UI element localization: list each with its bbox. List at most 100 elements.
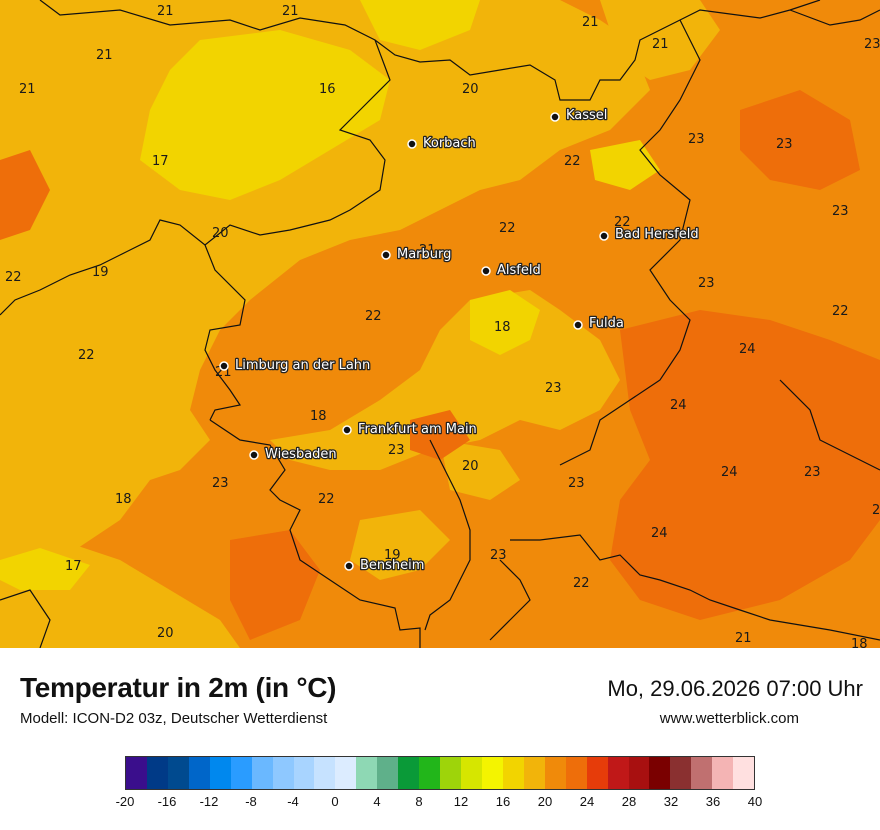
legend-swatch bbox=[356, 757, 378, 789]
legend-swatch bbox=[481, 757, 503, 789]
city-dot-icon bbox=[342, 425, 352, 435]
temperature-value: 23 bbox=[804, 465, 821, 480]
temperature-field-16-18 bbox=[140, 30, 390, 200]
city-label: Marburg bbox=[397, 247, 451, 262]
legend-ticks: -20 -16 -12 -8 -4 0 4 8 12 16 20 24 28 32 36 40 bbox=[116, 794, 763, 814]
temperature-values: 21 21 21 21 23 21 21 16 20 17 23 22 23 2… bbox=[5, 4, 880, 648]
border-lines bbox=[0, 0, 880, 648]
temperature-value: 18 bbox=[310, 409, 327, 424]
temperature-value: 24 bbox=[739, 342, 756, 357]
temperature-field-18-20 bbox=[440, 440, 520, 500]
legend-tick-label: -12 bbox=[199, 794, 219, 809]
temperature-value: 18 bbox=[115, 492, 132, 507]
legend-tick-label: -8 bbox=[245, 794, 257, 809]
temperature-value: 24 bbox=[651, 526, 668, 541]
city-label: Bad Hersfeld bbox=[615, 227, 699, 242]
city-frankfurt[interactable]: Frankfurt am Main bbox=[342, 421, 478, 438]
map-canvas: 21 21 21 21 23 21 21 16 20 17 23 22 23 2… bbox=[0, 0, 880, 648]
city-korbach[interactable]: Korbach bbox=[407, 135, 477, 152]
legend-swatch bbox=[126, 757, 147, 789]
temperature-field-16-18 bbox=[470, 290, 540, 355]
city-label: Korbach bbox=[423, 136, 476, 151]
temperature-value: 21 bbox=[282, 4, 299, 19]
city-marburg[interactable]: Marburg bbox=[381, 246, 453, 263]
legend-tick-label: -4 bbox=[287, 794, 299, 809]
temperature-value: 23 bbox=[568, 476, 585, 491]
legend-swatch bbox=[461, 757, 482, 789]
legend-swatch bbox=[314, 757, 336, 789]
city-label: Fulda bbox=[589, 316, 624, 331]
temperature-value: 22 bbox=[573, 576, 590, 591]
legend-tick-label: 12 bbox=[453, 794, 469, 809]
legend-swatch bbox=[272, 757, 294, 789]
legend-tick-label: 28 bbox=[621, 794, 637, 809]
temperature-value: 20 bbox=[212, 226, 229, 241]
legend-swatch bbox=[293, 757, 315, 789]
legend-swatch bbox=[691, 757, 713, 789]
legend-swatch bbox=[251, 757, 273, 789]
temperature-field-18-20 bbox=[600, 0, 720, 80]
temperature-field-24-26 bbox=[740, 90, 860, 190]
legend-tick-label: 4 bbox=[373, 794, 381, 809]
temperature-value: 22 bbox=[318, 492, 335, 507]
legend-tick-label: -16 bbox=[157, 794, 177, 809]
legend-swatch bbox=[377, 757, 399, 789]
city-dot-icon bbox=[407, 139, 417, 149]
city-label: Bensheim bbox=[360, 558, 424, 573]
legend-swatch bbox=[398, 757, 420, 789]
temperature-value: 23 bbox=[832, 204, 849, 219]
forecast-datetime: Mo, 29.06.2026 07:00 Uhr bbox=[607, 676, 863, 701]
legend-tick-label: 36 bbox=[705, 794, 721, 809]
legend-tick-label: 40 bbox=[747, 794, 763, 809]
temperature-value: 21 bbox=[735, 631, 752, 646]
city-bensheim[interactable]: Bensheim bbox=[344, 557, 426, 574]
temperature-value: 19 bbox=[92, 265, 109, 280]
legend-swatch bbox=[335, 757, 357, 789]
legend-swatch bbox=[733, 757, 755, 789]
city-kassel[interactable]: Kassel bbox=[550, 107, 609, 124]
temperature-value: 21 bbox=[652, 37, 669, 52]
city-bad-hersfeld[interactable]: Bad Hersfeld bbox=[599, 226, 700, 243]
legend-swatch bbox=[565, 757, 587, 789]
temperature-field-18-20 bbox=[350, 510, 450, 580]
temperature-value: 23 bbox=[388, 443, 405, 458]
temperature-value: 22 bbox=[564, 154, 581, 169]
temperature-map: 21 21 21 21 23 21 21 16 20 17 23 22 23 2… bbox=[0, 0, 880, 648]
legend-swatch bbox=[712, 757, 734, 789]
temperature-field-24-26 bbox=[610, 310, 880, 620]
temperature-value: 23 bbox=[545, 381, 562, 396]
website-link[interactable]: www.wetterblick.com bbox=[659, 710, 799, 727]
city-dot-icon bbox=[249, 450, 259, 460]
temperature-value: 23 bbox=[776, 137, 793, 152]
legend-swatch bbox=[419, 757, 441, 789]
temperature-value: 21 bbox=[96, 48, 113, 63]
city-dot-icon bbox=[550, 112, 560, 122]
temperature-field-16-18 bbox=[0, 548, 90, 590]
city-wiesbaden[interactable]: Wiesbaden bbox=[249, 446, 338, 463]
temperature-field-24-26 bbox=[230, 530, 320, 640]
legend-swatch bbox=[230, 757, 252, 789]
legend-swatch bbox=[586, 757, 608, 789]
legend-swatch bbox=[670, 757, 692, 789]
temperature-value: 24 bbox=[721, 465, 738, 480]
map-footer: Temperatur in 2m (in °C) Modell: ICON-D2… bbox=[0, 648, 880, 830]
temperature-value: 19 bbox=[384, 548, 401, 563]
city-label: Frankfurt am Main bbox=[358, 422, 477, 437]
legend-tick-label: 8 bbox=[415, 794, 423, 809]
legend-swatch bbox=[649, 757, 671, 789]
city-limburg[interactable]: Limburg an der Lahn bbox=[219, 357, 372, 374]
city-fulda[interactable]: Fulda bbox=[573, 315, 625, 332]
temperature-value: 21 bbox=[419, 243, 436, 258]
temperature-field-24-26 bbox=[0, 150, 50, 240]
temperature-value: 20 bbox=[462, 459, 479, 474]
city-label: Kassel bbox=[566, 108, 607, 123]
temperature-value: 22 bbox=[499, 221, 516, 236]
temperature-value: 22 bbox=[832, 304, 849, 319]
legend-tick-label: 16 bbox=[495, 794, 511, 809]
temperature-value: 22 bbox=[365, 309, 382, 324]
city-alsfeld[interactable]: Alsfeld bbox=[481, 262, 542, 279]
map-title: Temperatur in 2m (in °C) bbox=[20, 672, 337, 703]
temperature-value: 17 bbox=[65, 559, 82, 574]
city-dot-icon bbox=[599, 231, 609, 241]
legend-tick-label: 0 bbox=[331, 794, 339, 809]
